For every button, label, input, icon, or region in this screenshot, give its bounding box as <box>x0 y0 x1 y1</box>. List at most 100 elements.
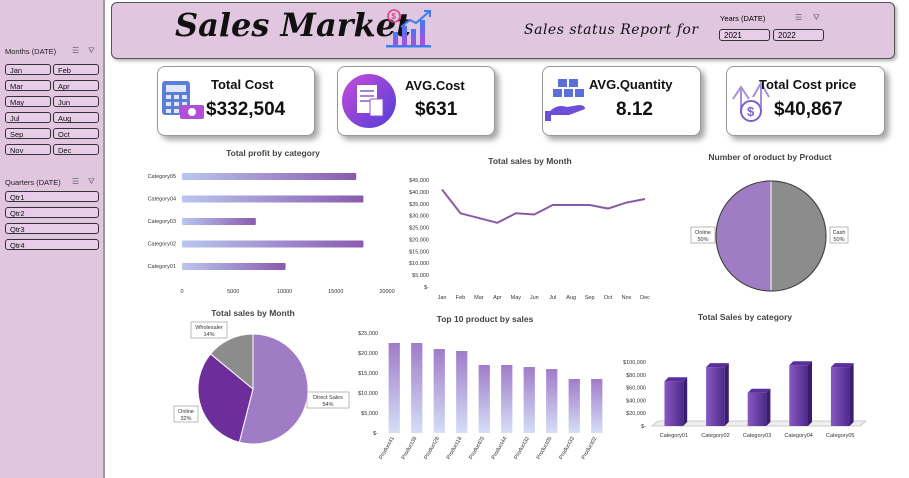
pie-slice <box>715 180 772 292</box>
column-side <box>683 377 688 426</box>
money-arrows-icon: $ <box>732 80 770 122</box>
bar <box>501 365 513 433</box>
column-top <box>789 361 812 366</box>
bar <box>182 218 256 225</box>
year-2021-button[interactable]: 2021 <box>719 29 770 41</box>
quarter-qtr1-button[interactable]: Qtr1 <box>5 191 99 202</box>
receipt-icon <box>342 74 396 128</box>
clear-filter-icon[interactable]: ⛛ <box>88 46 95 55</box>
tick-label: $- <box>424 285 429 291</box>
month-label: Feb <box>456 295 465 301</box>
tick-label: 5000 <box>227 289 239 295</box>
bar <box>456 351 468 433</box>
column <box>830 367 850 426</box>
chart-title: Total profit by category <box>226 148 320 158</box>
tick-label: 20000 <box>379 289 394 295</box>
pie-slice <box>197 353 254 443</box>
month-jul-button[interactable]: Jul <box>5 112 51 123</box>
tick-label: $20,000 <box>626 411 646 417</box>
pie-slice <box>209 333 254 391</box>
tick-label: $30,000 <box>409 214 429 220</box>
quarter-qtr2-button[interactable]: Qtr2 <box>5 207 99 218</box>
data-label: Online <box>178 409 194 415</box>
tick-label: $20,000 <box>409 237 429 243</box>
kpi-total-cost-price: $ Total Cost price $40,867 <box>726 66 885 136</box>
kpi-avg-quantity: AVG.Quantity 8.12 <box>542 66 701 136</box>
column-top <box>706 363 729 368</box>
month-apr-button[interactable]: Apr <box>53 80 99 91</box>
month-label: Jun <box>530 295 539 301</box>
month-nov-button[interactable]: Nov <box>5 144 51 155</box>
product-label: Product41 <box>378 436 396 461</box>
month-jan-button[interactable]: Jan <box>5 64 51 75</box>
month-label: Jan <box>438 295 447 301</box>
column-side <box>724 363 729 426</box>
kpi-value: $332,504 <box>206 99 286 120</box>
calculator-money-icon <box>162 81 204 119</box>
tick-label: $10,000 <box>358 391 378 397</box>
multi-select-icon[interactable]: ☰ <box>795 13 803 22</box>
multi-select-icon[interactable]: ☰ <box>72 46 80 55</box>
sales-by-month-line-chart: $45,000 $40,000 $35,000 $30,000 $25,000 $20,0… <box>409 178 650 301</box>
product-label: Product44 <box>491 436 509 461</box>
month-oct-button[interactable]: Oct <box>53 128 99 139</box>
kpi-avg-cost: AVG.Cost $631 <box>337 66 495 136</box>
data-label: Online <box>695 230 711 236</box>
data-label: Wholesaler <box>195 325 223 331</box>
month-aug-button[interactable]: Aug <box>53 112 99 123</box>
month-jun-button[interactable]: Jun <box>53 96 99 107</box>
month-dec-button[interactable]: Dec <box>53 144 99 155</box>
category-label: Category02 <box>148 242 176 248</box>
month-label: Aug <box>566 295 576 301</box>
category-label: Category02 <box>701 433 729 439</box>
multi-select-icon[interactable]: ☰ <box>72 177 80 186</box>
category-label: Category01 <box>660 433 688 439</box>
product-label: Product32 <box>513 436 531 461</box>
sales-line <box>441 188 646 224</box>
bar <box>182 240 364 248</box>
product-label: Product39 <box>401 436 419 461</box>
kpi-value: $40,867 <box>774 99 843 120</box>
month-may-button[interactable]: May <box>5 96 51 107</box>
data-label: 54% <box>322 402 333 408</box>
column <box>747 392 767 426</box>
tick-label: $40,000 <box>626 398 646 404</box>
top10-products-chart: $25,000$20,000$15,000$10,000$5,000$-Prod… <box>358 331 603 461</box>
clear-filter-icon[interactable]: ⛛ <box>813 13 820 22</box>
column <box>789 365 808 426</box>
tick-label: $5,000 <box>361 411 378 417</box>
dashboard-title: Sales Market <box>175 6 411 44</box>
tick-label: $15,000 <box>409 249 429 255</box>
tick-label: $25,000 <box>409 226 429 232</box>
tick-label: $100,000 <box>623 360 646 366</box>
year-2022-button[interactable]: 2022 <box>773 29 824 41</box>
boxes-hand-icon <box>545 79 585 121</box>
tick-label: $5,000 <box>412 273 429 279</box>
data-label: 50% <box>833 237 844 243</box>
product-label: Product02 <box>581 436 599 461</box>
bar <box>591 379 603 433</box>
clear-filter-icon[interactable]: ⛛ <box>88 177 95 186</box>
kpi-value: 8.12 <box>616 99 653 120</box>
svg-text:$: $ <box>747 104 755 119</box>
tick-label: $20,000 <box>358 351 378 357</box>
quarter-qtr4-button[interactable]: Qtr4 <box>5 239 99 250</box>
data-label: Direct Sales <box>313 395 343 401</box>
month-label: Sep <box>585 295 595 301</box>
month-mar-button[interactable]: Mar <box>5 80 51 91</box>
category-label: Category01 <box>148 264 176 270</box>
month-feb-button[interactable]: Feb <box>53 64 99 75</box>
chart-title: Number of oroduct by Product <box>708 152 832 162</box>
category-label: Category03 <box>743 433 771 439</box>
column-top <box>830 363 854 368</box>
column-top <box>747 388 771 393</box>
data-label-box <box>173 405 199 423</box>
month-label: Oct <box>604 295 613 301</box>
quarter-qtr3-button[interactable]: Qtr3 <box>5 223 99 234</box>
month-label: Mar <box>474 295 484 301</box>
report-subtitle: Sales status Report for <box>524 22 699 38</box>
data-label-box <box>829 226 849 244</box>
month-sep-button[interactable]: Sep <box>5 128 51 139</box>
